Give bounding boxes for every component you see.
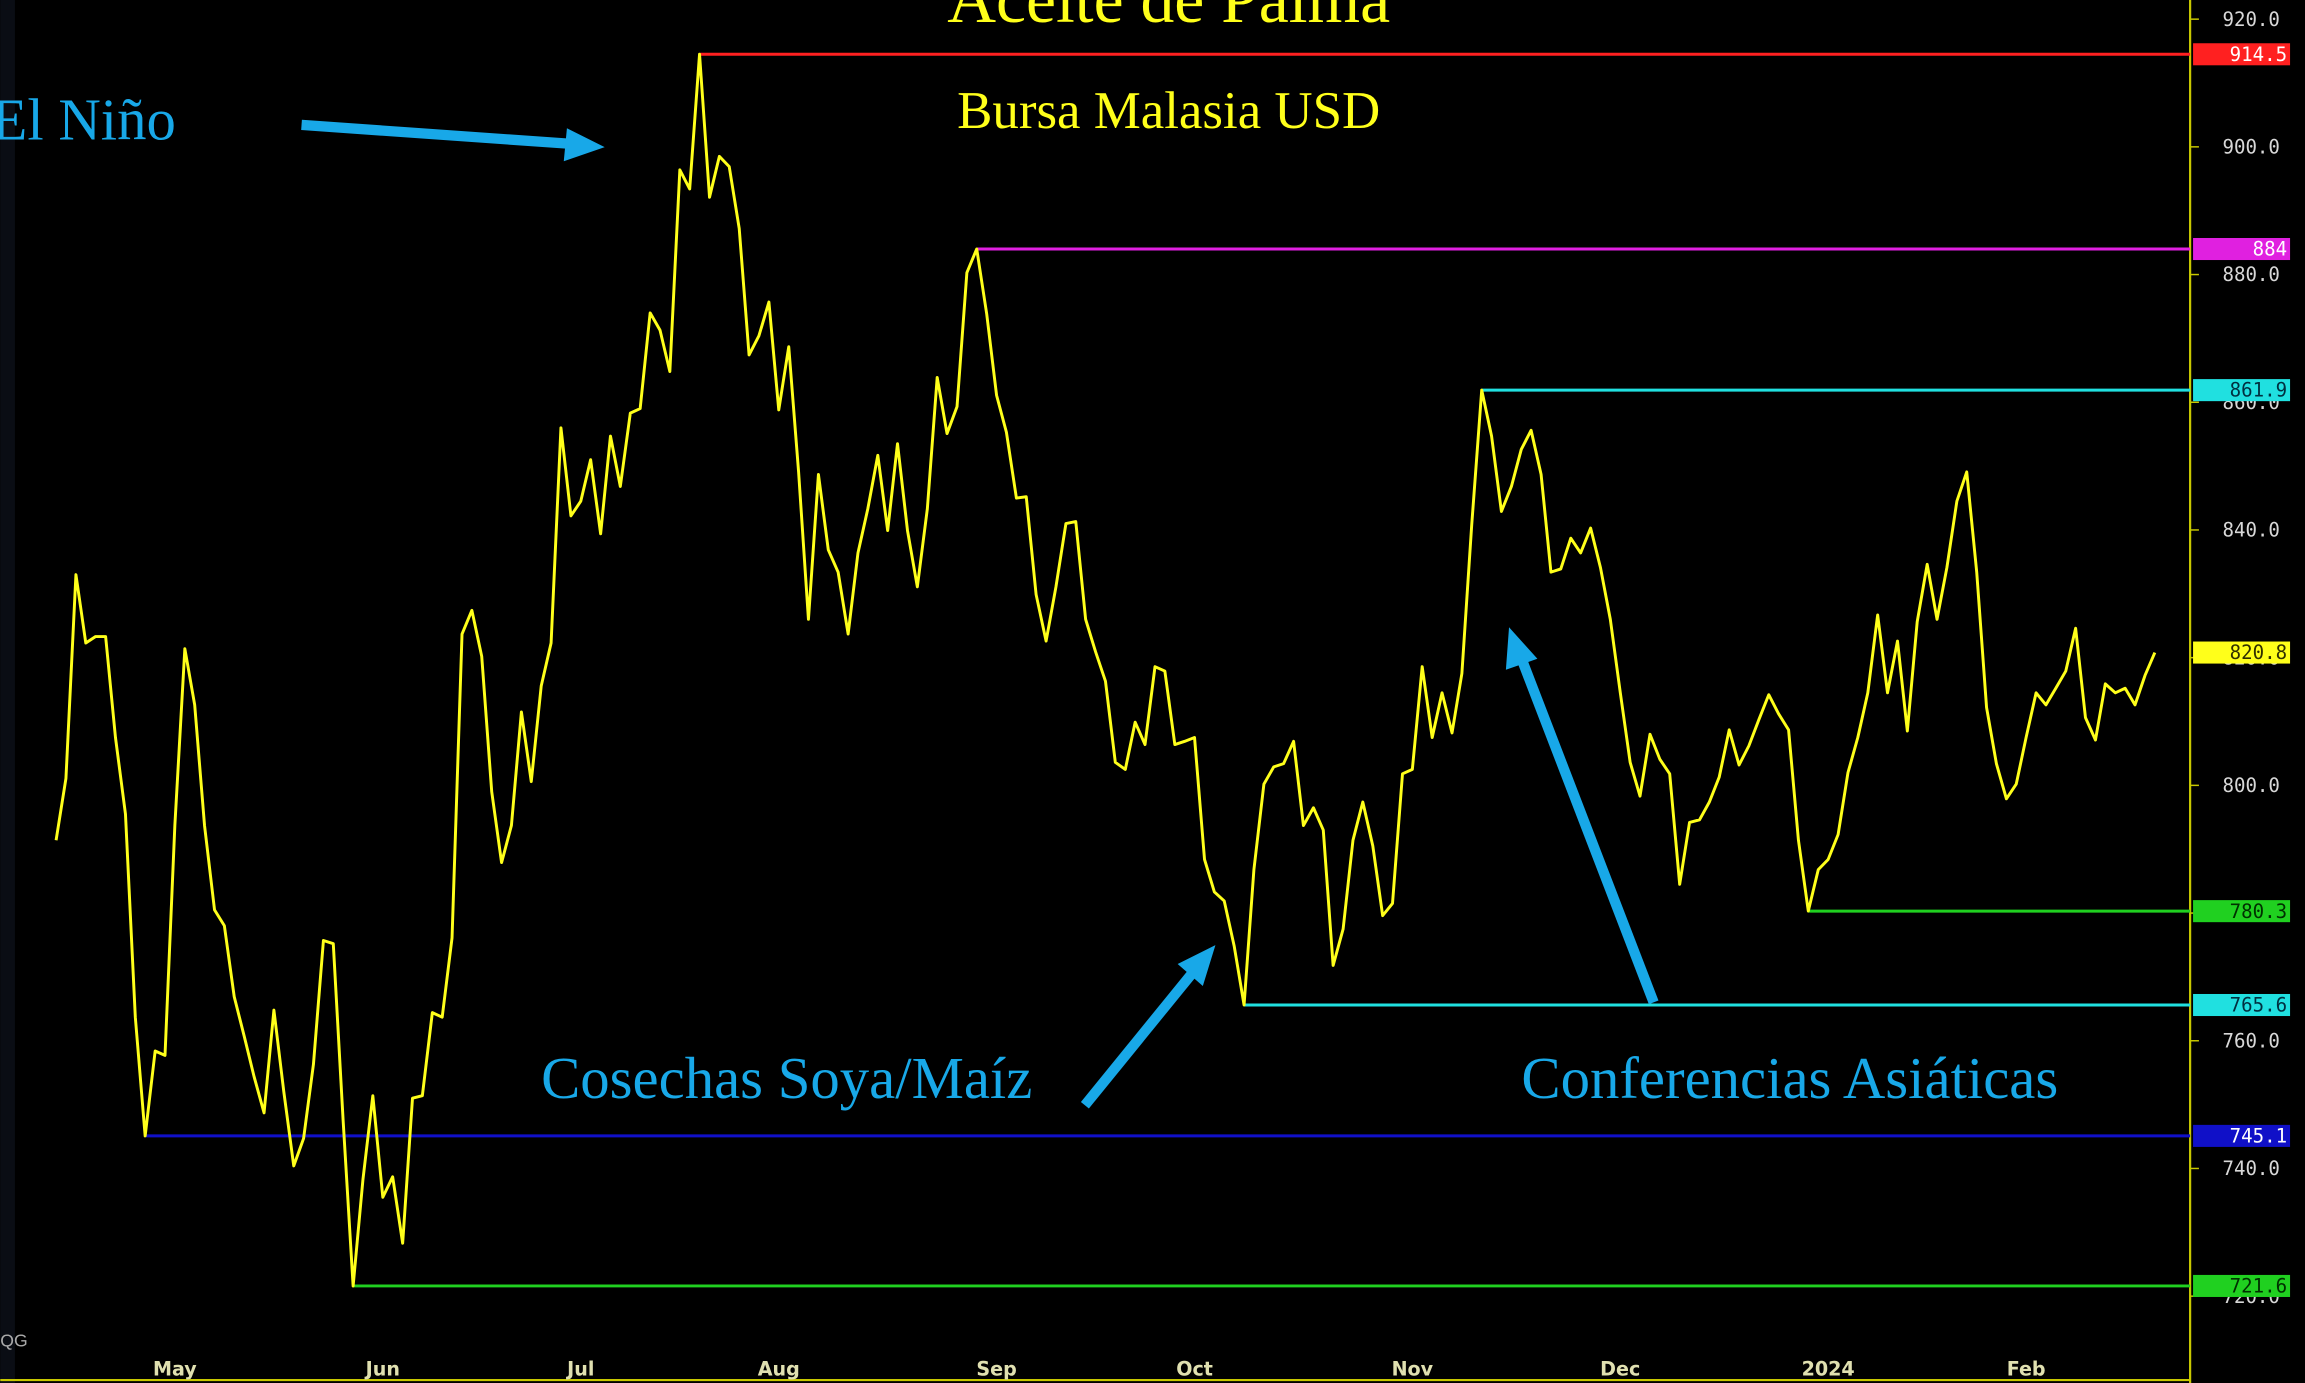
price-line <box>54 52 2157 1288</box>
annotation: El Niño <box>0 88 176 153</box>
arrows <box>301 119 1659 1109</box>
y-tick-label: 760.0 <box>2222 1029 2279 1052</box>
x-tick-label: Sep <box>976 1358 1016 1381</box>
x-tick-label: Nov <box>1392 1358 1434 1381</box>
level-label: 861.9 <box>2230 379 2287 402</box>
level-label: 780.3 <box>2230 900 2287 923</box>
annotation: Conferencias Asiáticas <box>1521 1046 2058 1111</box>
level-label: 745.1 <box>2230 1125 2287 1148</box>
x-tick-label: Feb <box>2007 1358 2046 1381</box>
y-tick-label: 740.0 <box>2222 1157 2279 1180</box>
y-tick-label: 840.0 <box>2222 519 2279 542</box>
arrow-head <box>563 128 605 162</box>
x-tick-label: Jun <box>364 1358 400 1381</box>
arrow <box>301 119 574 150</box>
x-tick-label: May <box>153 1358 197 1381</box>
y-tick-label: 920.0 <box>2222 8 2279 31</box>
level-label: 914.5 <box>2230 43 2287 66</box>
level-badge <box>2193 1124 2291 1147</box>
level-badge <box>2193 237 2291 261</box>
level-badge <box>2193 43 2291 66</box>
x-tick-label: Aug <box>758 1358 800 1381</box>
arrow <box>1080 968 1198 1109</box>
level-badge <box>2193 379 2291 402</box>
x-tick-label: Oct <box>1176 1358 1213 1381</box>
x-tick-label: 2024 <box>1802 1358 1855 1381</box>
left-edge <box>0 0 15 1383</box>
level-label: 820.8 <box>2230 641 2287 664</box>
chart-title: Aceite de Palma <box>947 0 1390 37</box>
x-tick-label: Jul <box>565 1358 594 1381</box>
watermark: QG <box>0 1330 27 1350</box>
arrow-head <box>1505 627 1538 670</box>
y-tick-label: 900.0 <box>2222 135 2279 158</box>
level-badge <box>2193 900 2291 923</box>
annotation: Cosechas Soya/Maíz <box>541 1046 1032 1111</box>
chart-subtitle: Bursa Malasia USD <box>957 82 1380 140</box>
level-badge <box>2193 1274 2291 1297</box>
level-label: 765.6 <box>2230 994 2287 1017</box>
level-label: 721.6 <box>2230 1275 2287 1298</box>
y-tick-label: 880.0 <box>2222 263 2279 286</box>
level-label: 884 <box>2253 238 2288 261</box>
level-badge <box>2193 993 2291 1017</box>
arrow <box>1516 656 1659 1005</box>
arrow-head <box>1177 945 1216 987</box>
level-badge <box>2193 641 2291 664</box>
y-tick-label: 800.0 <box>2222 774 2279 797</box>
x-tick-label: Dec <box>1600 1358 1640 1381</box>
